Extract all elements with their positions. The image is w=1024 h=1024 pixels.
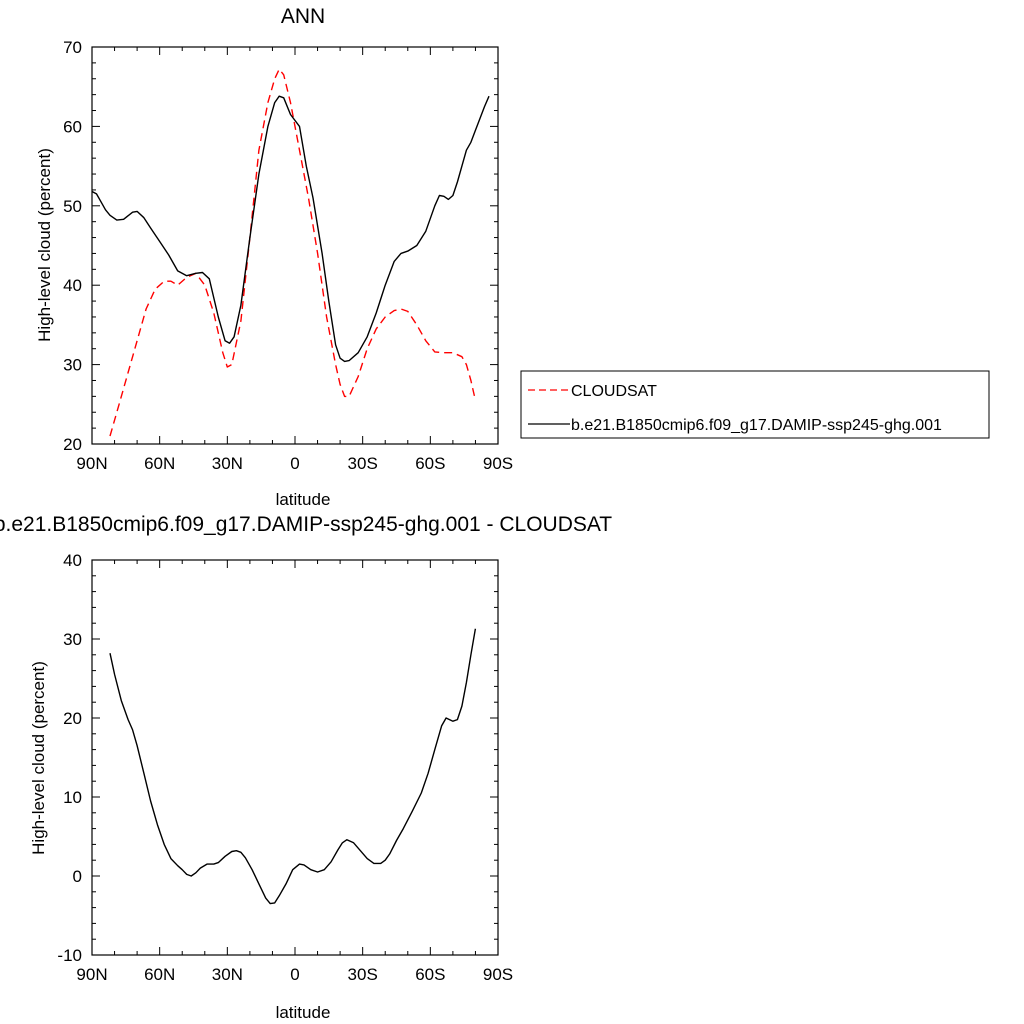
y-tick-label: 20 <box>63 709 82 728</box>
y-tick-label: 60 <box>63 117 82 136</box>
y-tick-label: 40 <box>63 551 82 570</box>
y-tick-label: 40 <box>63 276 82 295</box>
y-tick-label: 0 <box>73 867 82 886</box>
panel-1-ticks: 90N 60N 30N 0 30S 60S 90S 20 30 40 50 60 70 <box>63 38 513 473</box>
panel-2-series <box>109 628 477 905</box>
legend-box <box>520 370 990 439</box>
legend-label-cloudsat: CLOUDSAT <box>571 383 657 400</box>
panel-2-ticks: 90N 60N 30N 0 30S 60S 90S -10 0 10 20 30 40 <box>57 551 513 984</box>
panel-2-x-axis-label: latitude <box>276 1003 331 1022</box>
y-tick-label: 10 <box>63 788 82 807</box>
y-tick-label: -10 <box>57 946 82 965</box>
panel-1-legend: CLOUDSAT b.e21.B1850cmip6.f09_g17.DAMIP-… <box>520 370 990 439</box>
y-tick-label: 30 <box>63 630 82 649</box>
x-tick-label: 30N <box>212 965 243 984</box>
x-tick-label: 30S <box>348 454 378 473</box>
panel-2-plot-frame <box>91 559 499 956</box>
series-line-cloudsat <box>109 68 477 437</box>
panel-1-title: ANN <box>281 5 325 28</box>
legend-label-model: b.e21.B1850cmip6.f09_g17.DAMIP-ssp245-gh… <box>571 417 942 434</box>
series-line-difference <box>109 628 477 905</box>
y-tick-label: 30 <box>63 356 82 375</box>
panel-2-title: b.e21.B1850cmip6.f09_g17.DAMIP-ssp245-gh… <box>0 513 612 536</box>
x-tick-label: 60S <box>415 454 445 473</box>
x-tick-label: 90N <box>76 454 107 473</box>
x-tick-label: 90N <box>76 965 107 984</box>
x-tick-label: 60N <box>144 965 175 984</box>
panel-2-y-axis-label: High-level cloud (percent) <box>29 661 48 855</box>
panel-1-y-axis-label: High-level cloud (percent) <box>35 148 54 342</box>
panel-1-chart: ANN High-level cloud (percent) latitude … <box>35 5 990 509</box>
x-tick-label: 30N <box>212 454 243 473</box>
y-tick-label: 50 <box>63 197 82 216</box>
series-line-b-e21-b1850cmip6-f09-g17-damip-ssp245-ghg-001 <box>91 95 490 363</box>
y-tick-label: 70 <box>63 38 82 57</box>
x-tick-label: 60S <box>415 965 445 984</box>
panel-1-x-axis-label: latitude <box>276 490 331 509</box>
x-tick-label: 0 <box>290 454 299 473</box>
x-tick-label: 0 <box>290 965 299 984</box>
panel-2-chart: b.e21.B1850cmip6.f09_g17.DAMIP-ssp245-gh… <box>0 513 612 1022</box>
panel-1-plot-frame <box>91 46 499 445</box>
x-tick-label: 90S <box>483 965 513 984</box>
x-tick-label: 90S <box>483 454 513 473</box>
x-tick-label: 60N <box>144 454 175 473</box>
x-tick-label: 30S <box>348 965 378 984</box>
panel-1-series <box>91 68 490 437</box>
y-tick-label: 20 <box>63 435 82 454</box>
